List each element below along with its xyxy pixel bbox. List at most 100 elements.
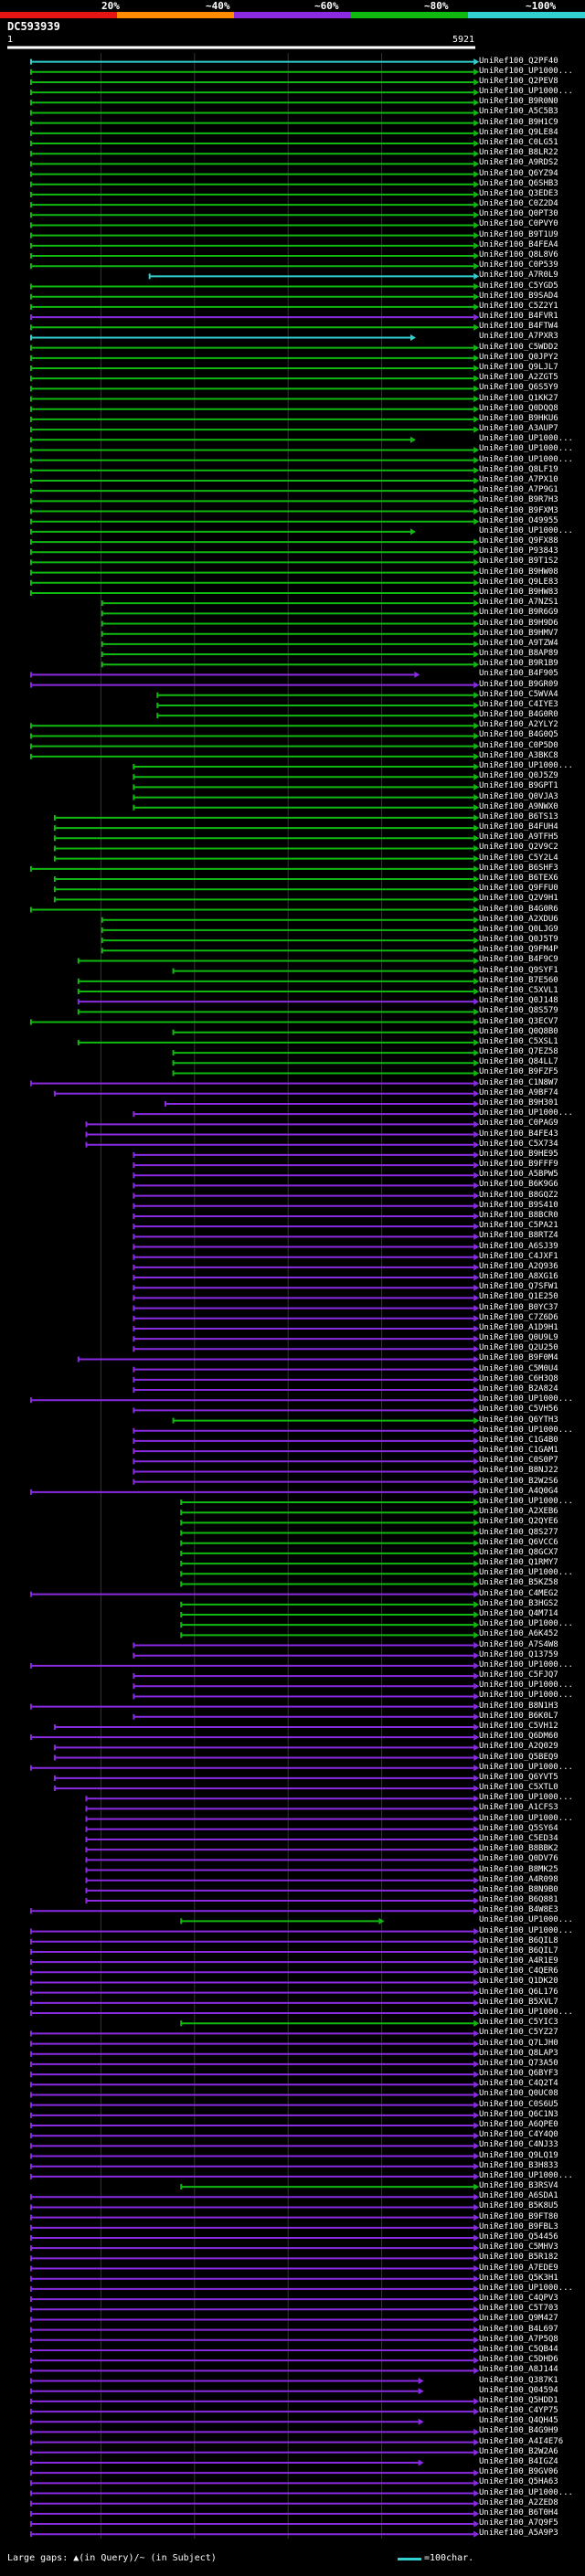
hit-end-arrow (473, 171, 480, 178)
hit-end-arrow (473, 1897, 480, 1904)
hit-end-arrow (473, 1376, 480, 1383)
hit-end-arrow (473, 978, 480, 985)
hit-end-arrow (473, 426, 480, 433)
hit-end-arrow (473, 579, 480, 587)
scale-bar-label: =100char. (424, 2553, 474, 2563)
hit-end-arrow (473, 262, 480, 270)
hit-end-arrow (473, 1182, 480, 1189)
hit-end-arrow (473, 2327, 480, 2334)
hit-end-arrow (473, 651, 480, 658)
hit-end-arrow (473, 1193, 480, 1200)
hit-end-arrow (473, 1795, 480, 1802)
hit-end-arrow (473, 181, 480, 188)
hit-end-arrow (473, 610, 480, 617)
scale-bar (398, 2558, 421, 2560)
identity-color-scale (0, 12, 585, 18)
hit-end-arrow (473, 1631, 480, 1638)
hit-end-arrow (473, 1019, 480, 1026)
hit-end-arrow (473, 2224, 480, 2231)
hit-end-arrow (473, 1519, 480, 1526)
hit-end-arrow (473, 1284, 480, 1291)
hit-end-arrow (473, 89, 480, 96)
hit-end-arrow (473, 1355, 480, 1362)
hit-end-arrow (473, 1049, 480, 1056)
hit-end-arrow (473, 140, 480, 147)
hit-end-arrow (473, 753, 480, 760)
hit-end-arrow (418, 2388, 424, 2395)
hit-end-arrow (473, 2398, 480, 2405)
hit-end-arrow (473, 1836, 480, 1843)
hit-end-arrow (473, 2295, 480, 2303)
hit-end-arrow (473, 641, 480, 648)
hit-end-arrow (473, 2071, 480, 2078)
hit-end-arrow (473, 355, 480, 362)
hit-end-arrow (473, 1274, 480, 1281)
hit-end-arrow (473, 1345, 480, 1352)
scale-segment (351, 12, 469, 18)
hit-end-arrow (418, 2378, 424, 2385)
hit-end-arrow (473, 1171, 480, 1179)
hit-end-arrow (473, 834, 480, 842)
hit-end-arrow (473, 508, 480, 515)
hit-end-arrow (473, 2102, 480, 2109)
hit-end-arrow (473, 968, 480, 975)
hit-end-arrow (473, 1642, 480, 1649)
hit-end-arrow (473, 1968, 480, 1976)
hit-end-arrow (473, 1816, 480, 1823)
hit-end-arrow (473, 283, 480, 291)
hit-end-arrow (418, 2418, 424, 2425)
hit-end-arrow (473, 2091, 480, 2098)
hit-end-arrow (473, 1733, 480, 1741)
hit-end-arrow (473, 2153, 480, 2160)
hit-end-arrow (473, 396, 480, 403)
hit-end-arrow (473, 1621, 480, 1628)
hit-end-arrow (473, 323, 480, 331)
hit-end-arrow (473, 1744, 480, 1751)
hit-end-arrow (418, 2459, 424, 2466)
hit-end-arrow (473, 2357, 480, 2364)
hit-end-arrow (473, 2265, 480, 2273)
hit-end-arrow (473, 252, 480, 260)
hit-end-arrow (473, 1203, 480, 1210)
hit-end-arrow (473, 2520, 480, 2528)
hit-end-arrow (473, 1417, 480, 1425)
hit-end-arrow (473, 558, 480, 566)
hit-end-arrow (473, 794, 480, 801)
hit-end-arrow (473, 1254, 480, 1261)
legend-label-20: 20% (101, 0, 120, 12)
hit-end-arrow (473, 1672, 480, 1680)
hit-end-arrow (473, 947, 480, 954)
hit-end-arrow (473, 2061, 480, 2068)
hit-end-arrow (473, 844, 480, 852)
hit-end-arrow (473, 722, 480, 729)
hit-end-arrow (473, 1120, 480, 1128)
hit-end-arrow (473, 160, 480, 167)
hit-end-arrow (473, 69, 480, 76)
hit-end-arrow (473, 1703, 480, 1711)
hit-end-arrow (473, 1692, 480, 1700)
legend-label-60: ~60% (314, 0, 339, 12)
hit-end-arrow (473, 692, 480, 699)
hit-end-arrow (473, 1856, 480, 1863)
query-start-label: 1 (7, 35, 14, 45)
hit-end-arrow (473, 416, 480, 423)
hit-end-arrow (473, 345, 480, 352)
hit-end-arrow (473, 855, 480, 863)
hit-end-arrow (473, 365, 480, 372)
hit-end-arrow (473, 191, 480, 198)
hit-end-arrow (473, 2408, 480, 2415)
hit-end-arrow (473, 1479, 480, 1486)
hit-end-arrow (473, 406, 480, 413)
hit-end-arrow (473, 1468, 480, 1475)
hit-end-arrow (473, 1775, 480, 1782)
hit-end-arrow (473, 1652, 480, 1659)
hit-end-arrow (473, 631, 480, 638)
hit-end-arrow (473, 1386, 480, 1394)
hit-end-arrow (473, 150, 480, 157)
hit-end-arrow (473, 1161, 480, 1169)
hit-end-arrow (473, 1509, 480, 1516)
hit-end-arrow (473, 2479, 480, 2486)
hit-end-arrow (473, 1223, 480, 1230)
hit-end-arrow (473, 569, 480, 577)
hit-end-arrow (473, 824, 480, 832)
